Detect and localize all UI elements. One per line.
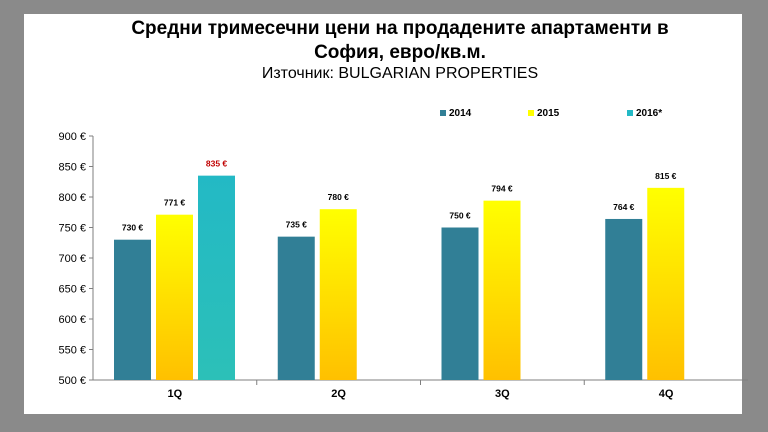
data-label: 764 € [613, 202, 635, 212]
bar-2016*-1Q [198, 175, 235, 380]
bar-2014-1Q [114, 239, 151, 380]
data-label: 780 € [328, 192, 350, 202]
data-label: 794 € [491, 184, 513, 194]
bar-2015-3Q [483, 200, 521, 380]
bar-2014-4Q [605, 218, 643, 380]
legend-label: 2014 [449, 108, 472, 119]
bar-2015-1Q [156, 214, 193, 380]
y-tick-label: 600 € [58, 314, 86, 326]
data-label: 735 € [286, 220, 308, 230]
chart-subtitle: Източник: BULGARIAN PROPERTIES [261, 65, 539, 82]
y-tick-label: 750 € [58, 223, 86, 235]
legend-swatch-2015 [528, 110, 534, 116]
x-tick-label: 2Q [331, 388, 346, 400]
bar-2015-2Q [319, 209, 357, 380]
x-tick-label: 3Q [495, 388, 510, 400]
y-tick-label: 500 € [58, 375, 86, 387]
x-tick-label: 1Q [168, 388, 183, 400]
legend-label: 2015 [537, 108, 560, 119]
chart-title-line2: София, евро/кв.м. [314, 42, 486, 63]
data-label: 771 € [164, 198, 186, 208]
chart-title: Средни тримесечни цени на продадените ап… [131, 18, 669, 39]
legend-swatch-2014 [440, 110, 446, 116]
y-tick-label: 700 € [58, 253, 86, 265]
legend-label: 2016* [636, 108, 662, 119]
bar-2015-4Q [647, 187, 685, 380]
data-label: 730 € [122, 223, 144, 233]
x-tick-label: 4Q [659, 388, 674, 400]
y-tick-label: 900 € [58, 131, 86, 143]
y-tick-label: 850 € [58, 162, 86, 174]
y-tick-label: 550 € [58, 345, 86, 357]
data-label: 835 € [206, 159, 228, 169]
bar-2014-2Q [277, 236, 315, 380]
y-tick-label: 800 € [58, 192, 86, 204]
legend-swatch-2016* [627, 110, 633, 116]
data-label: 750 € [449, 211, 471, 221]
y-tick-label: 650 € [58, 284, 86, 296]
data-label: 815 € [655, 171, 677, 181]
bar-2014-3Q [441, 227, 479, 380]
